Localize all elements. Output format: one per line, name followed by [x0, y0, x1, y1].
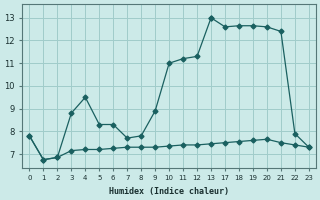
X-axis label: Humidex (Indice chaleur): Humidex (Indice chaleur) [109, 187, 229, 196]
